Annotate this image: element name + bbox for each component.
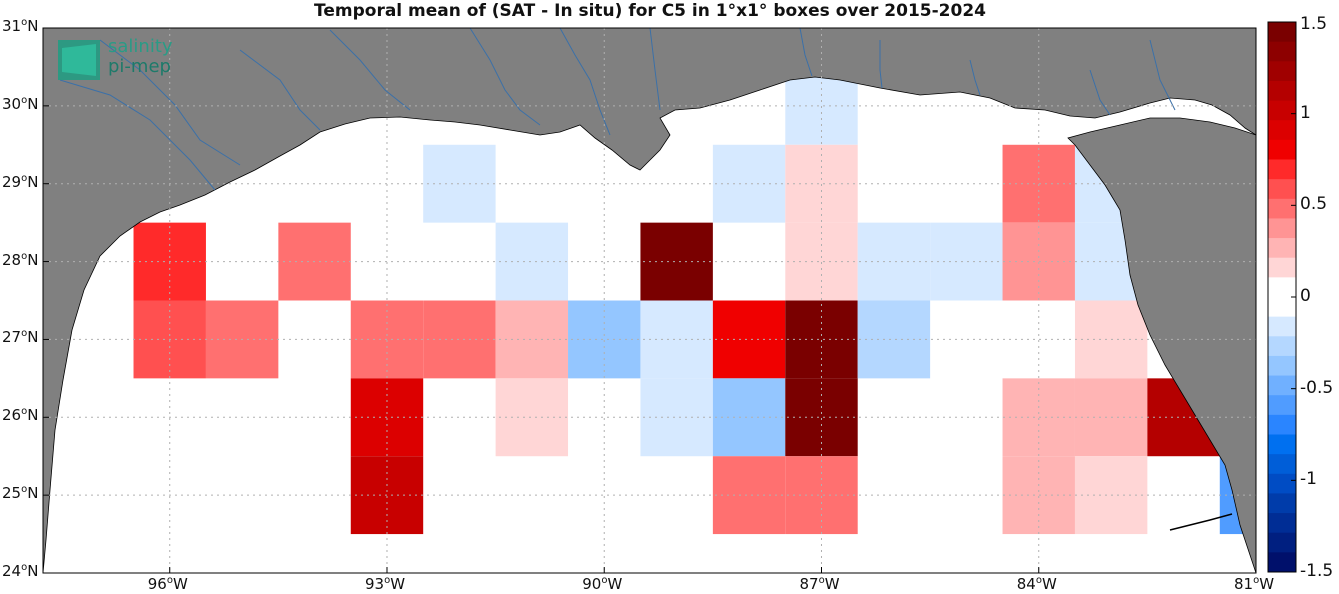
colorbar-segment: [1268, 277, 1296, 298]
land-florida: [1067, 117, 1256, 573]
graticule: [43, 28, 1256, 573]
heatmap-cell: [857, 300, 931, 379]
colorbar-segment: [1268, 454, 1296, 475]
lon-tick-label: 90oW: [582, 575, 623, 593]
heatmap-cell: [495, 378, 569, 457]
colorbar-segment: [1268, 473, 1296, 494]
colorbar-segment: [1268, 552, 1296, 573]
colorbar-segment: [1268, 80, 1296, 102]
colorbar-segment: [1268, 513, 1296, 534]
lat-tick-label: 27oN: [2, 328, 39, 347]
lat-tick-label: 24oN: [2, 562, 39, 580]
colorbar-segment: [1268, 22, 1296, 43]
lon-tick-label: 87oW: [799, 575, 840, 593]
colorbar-segment: [1268, 159, 1296, 180]
heatmap-cell: [857, 222, 931, 301]
lat-tick-label: 28oN: [2, 250, 39, 269]
lat-tick-label: 29oN: [2, 172, 39, 191]
heatmap-cell: [495, 222, 569, 301]
colorbar-segment: [1268, 100, 1296, 121]
heatmap-cell: [785, 144, 858, 223]
heatmap-cell: [712, 144, 786, 223]
colorbar-segment: [1268, 257, 1296, 278]
colorbar-tick-label: -0.5: [1300, 377, 1334, 398]
heatmap-cell: [423, 144, 496, 223]
heatmap-cell: [712, 378, 786, 457]
colorbar-segment: [1268, 238, 1296, 259]
colorbar-segment: [1268, 297, 1296, 318]
heatmap-cell: [423, 300, 496, 379]
map-title: Temporal mean of (SAT - In situ) for C5 …: [314, 1, 986, 21]
colorbar-tick-label: 0.5: [1300, 194, 1328, 215]
heatmap-cell: [640, 300, 713, 379]
colorbar-segment: [1268, 120, 1296, 141]
lat-tick-label: 31oN: [2, 17, 39, 35]
colorbar-segment: [1268, 139, 1296, 160]
map-frame: [42, 27, 1257, 574]
colorbar-segment: [1268, 355, 1296, 377]
colorbar-segment: [1268, 198, 1296, 219]
colorbar-tick-label: -1.5: [1300, 561, 1334, 581]
colorbar: [1268, 21, 1296, 573]
salinity-pimep-logo: salinity pi-mep: [58, 36, 173, 80]
colorbar-segment: [1268, 61, 1296, 82]
rivers: [59, 28, 1176, 191]
colorbar-tick-label: 1: [1300, 102, 1311, 123]
heatmap-cell: [785, 300, 858, 379]
lat-tick-label: 26oN: [2, 406, 39, 425]
colorbar-tick-label: -1: [1300, 469, 1317, 490]
heatmap-cell: [712, 300, 786, 379]
colorbar-segment: [1268, 395, 1296, 416]
heatmap-cell: [640, 222, 713, 301]
colorbar-segment: [1268, 218, 1296, 239]
heatmap-cell: [495, 300, 569, 379]
colorbar-segment: [1268, 41, 1296, 62]
colorbar-segment: [1268, 493, 1296, 514]
colorbar-tick-label: 1.5: [1300, 14, 1328, 34]
colorbar-segment: [1268, 532, 1296, 553]
logo-line2: pi-mep: [108, 56, 171, 77]
axis-ticks: [43, 27, 1257, 574]
colorbar-segment: [1268, 434, 1296, 455]
land-florida-keys: [1169, 513, 1233, 531]
heatmap-cell: [930, 222, 1003, 301]
heatmap-cell: [785, 378, 858, 457]
colorbar-segment: [1268, 316, 1296, 337]
colorbar-segment: [1268, 179, 1296, 200]
colorbar-tick-label: 0: [1300, 286, 1311, 306]
colorbar-segment: [1268, 375, 1296, 396]
land-gulf-coast: [43, 28, 1256, 573]
colorbar-segment: [1268, 414, 1296, 435]
lat-tick-label: 30oN: [2, 94, 39, 113]
logo-line1: salinity: [108, 36, 173, 57]
lat-tick-label: 25oN: [2, 484, 39, 503]
lon-tick-label: 93oW: [364, 575, 406, 593]
heatmap-cell: [640, 378, 713, 457]
heatmap-cell: [712, 456, 786, 535]
lon-tick-label: 96oW: [147, 575, 188, 593]
lon-tick-label: 81oW: [1234, 575, 1275, 593]
land-mass: [43, 28, 1256, 573]
lon-tick-label: 84oW: [1016, 575, 1057, 593]
colorbar-segment: [1268, 336, 1296, 357]
heatmap-cell: [785, 222, 858, 301]
colorbar-frame: [1267, 21, 1297, 573]
